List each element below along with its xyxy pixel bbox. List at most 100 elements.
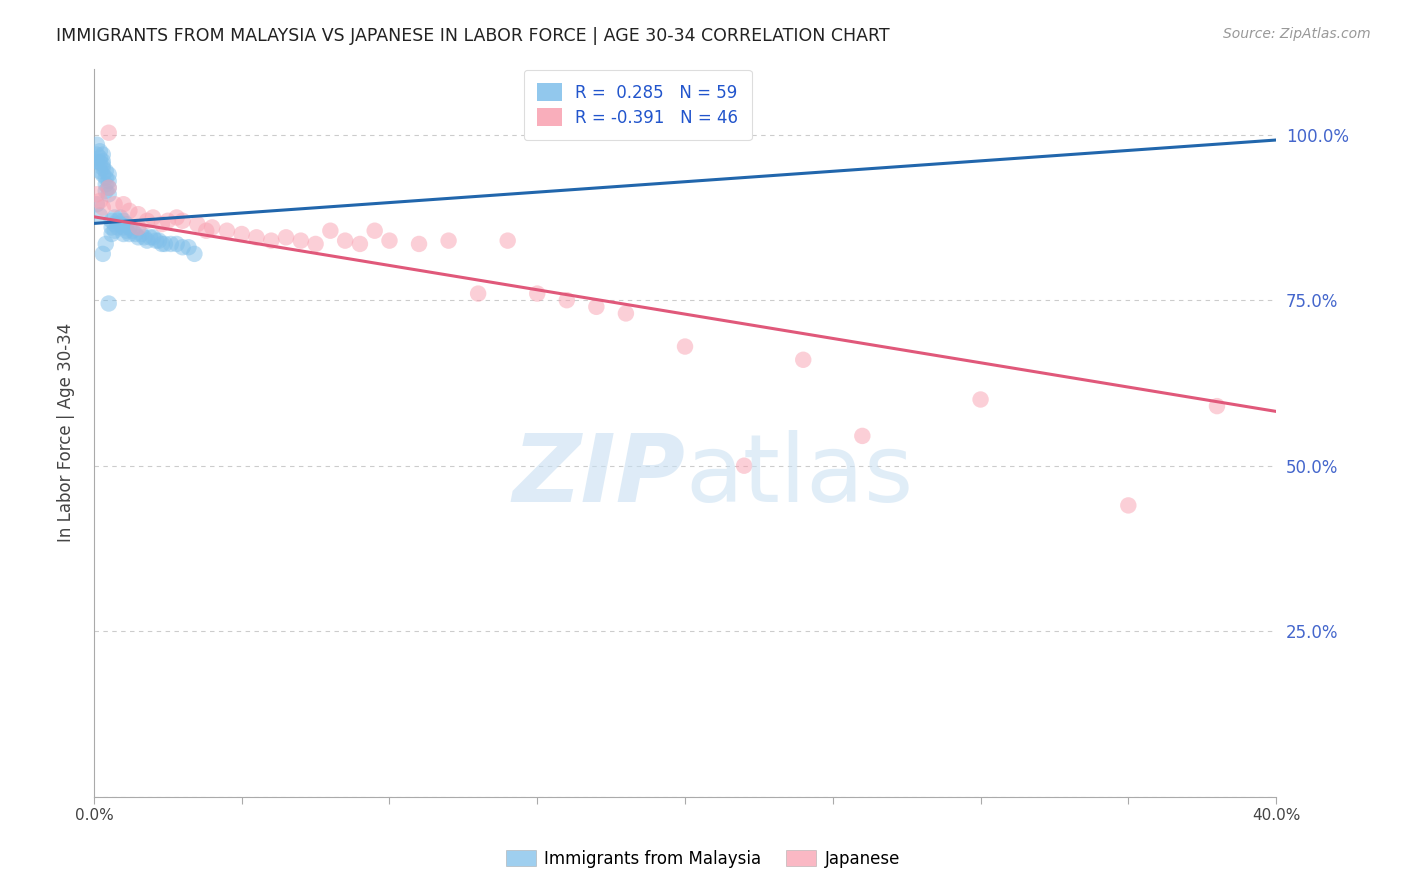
Point xyxy=(112,214,135,228)
Point xyxy=(112,227,135,241)
Point xyxy=(121,224,143,238)
Point xyxy=(91,154,114,169)
Point xyxy=(585,300,607,314)
Point xyxy=(792,352,814,367)
Point xyxy=(166,236,188,251)
Point xyxy=(150,236,173,251)
Point xyxy=(177,240,200,254)
Point xyxy=(231,227,253,241)
Point xyxy=(100,220,122,235)
Point xyxy=(333,234,356,248)
Point xyxy=(118,203,141,218)
Point xyxy=(94,184,117,198)
Point xyxy=(100,214,122,228)
Point xyxy=(97,296,120,310)
Point xyxy=(97,174,120,188)
Point xyxy=(437,234,460,248)
Point xyxy=(86,197,108,211)
Point xyxy=(86,154,108,169)
Point xyxy=(94,170,117,185)
Point xyxy=(304,236,326,251)
Point xyxy=(851,429,873,443)
Point xyxy=(363,224,385,238)
Text: atlas: atlas xyxy=(685,430,914,523)
Point xyxy=(555,293,578,308)
Point xyxy=(86,147,108,161)
Point xyxy=(127,207,149,221)
Text: ZIP: ZIP xyxy=(512,430,685,523)
Point xyxy=(110,211,132,225)
Point xyxy=(91,247,114,261)
Point xyxy=(94,236,117,251)
Point xyxy=(129,227,152,241)
Point xyxy=(245,230,267,244)
Point xyxy=(104,197,127,211)
Point xyxy=(127,220,149,235)
Point xyxy=(97,180,120,194)
Point xyxy=(118,220,141,235)
Point xyxy=(156,214,179,228)
Point xyxy=(104,224,127,238)
Point xyxy=(142,211,165,225)
Point xyxy=(153,236,176,251)
Point xyxy=(969,392,991,407)
Point xyxy=(89,194,111,208)
Point xyxy=(378,234,401,248)
Point xyxy=(104,211,127,225)
Point xyxy=(673,340,696,354)
Text: IMMIGRANTS FROM MALAYSIA VS JAPANESE IN LABOR FORCE | AGE 30-34 CORRELATION CHAR: IMMIGRANTS FROM MALAYSIA VS JAPANESE IN … xyxy=(56,27,890,45)
Point xyxy=(183,247,205,261)
Point xyxy=(1118,499,1140,513)
Point xyxy=(97,180,120,194)
Point xyxy=(1206,399,1229,413)
Point xyxy=(107,220,129,235)
Point xyxy=(145,234,167,248)
Point xyxy=(91,168,114,182)
Point xyxy=(89,209,111,223)
Point xyxy=(260,234,283,248)
Point xyxy=(89,155,111,169)
Point xyxy=(112,197,135,211)
Point xyxy=(97,168,120,182)
Point xyxy=(172,240,194,254)
Point xyxy=(124,227,146,241)
Point xyxy=(86,137,108,152)
Point xyxy=(319,224,342,238)
Point xyxy=(148,234,170,248)
Point xyxy=(94,164,117,178)
Point xyxy=(112,220,135,235)
Point xyxy=(139,230,162,244)
Point xyxy=(89,164,111,178)
Point xyxy=(172,214,194,228)
Point xyxy=(408,236,430,251)
Point xyxy=(136,214,159,228)
Point xyxy=(118,227,141,241)
Legend: R =  0.285   N = 59, R = -0.391   N = 46: R = 0.285 N = 59, R = -0.391 N = 46 xyxy=(523,70,752,140)
Text: Source: ZipAtlas.com: Source: ZipAtlas.com xyxy=(1223,27,1371,41)
Point xyxy=(100,227,122,241)
Point xyxy=(733,458,755,473)
Point xyxy=(91,157,114,171)
Point xyxy=(142,230,165,244)
Point xyxy=(290,234,312,248)
Point xyxy=(467,286,489,301)
Point xyxy=(89,151,111,165)
Point xyxy=(104,217,127,231)
Point xyxy=(496,234,519,248)
Point xyxy=(215,224,238,238)
Point xyxy=(91,147,114,161)
Point xyxy=(89,145,111,159)
Point xyxy=(166,211,188,225)
Point xyxy=(159,236,181,251)
Point xyxy=(110,217,132,231)
Y-axis label: In Labor Force | Age 30-34: In Labor Force | Age 30-34 xyxy=(58,323,75,542)
Point xyxy=(349,236,371,251)
Point xyxy=(614,306,637,320)
Point xyxy=(186,217,208,231)
Point xyxy=(115,217,138,231)
Point xyxy=(97,187,120,202)
Point xyxy=(115,224,138,238)
Point xyxy=(91,201,114,215)
Point xyxy=(136,234,159,248)
Point xyxy=(91,161,114,175)
